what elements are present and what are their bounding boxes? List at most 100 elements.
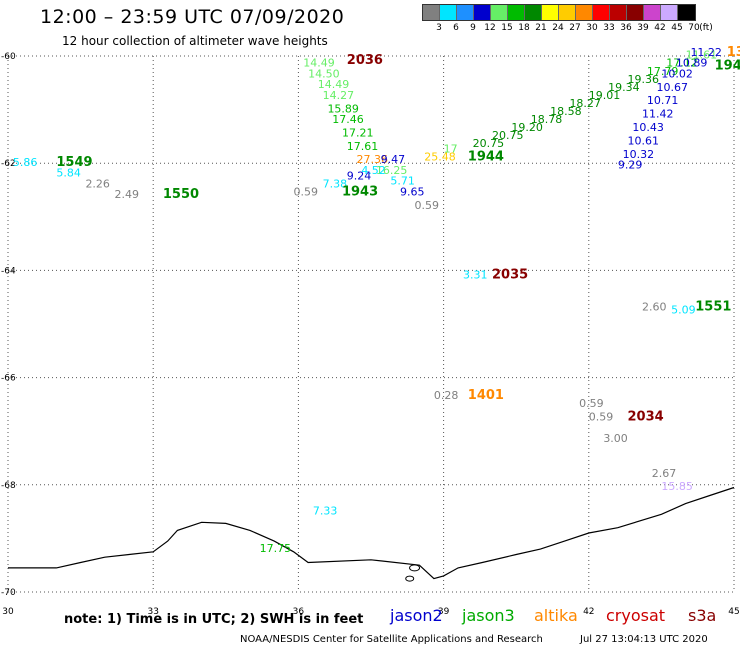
scale-swatch — [525, 5, 542, 20]
scale-label: 36 — [620, 23, 632, 33]
wave-height-value: 9.29 — [618, 159, 643, 172]
page-title: 12:00 – 23:59 UTC 07/09/2020 — [40, 6, 345, 28]
wave-height-value: 10.67 — [657, 81, 689, 94]
satellite-altika: altika — [534, 606, 578, 625]
wave-height-value: 10.02 — [661, 67, 693, 80]
wave-height-value: 17.21 — [342, 126, 374, 139]
scale-label: 30 — [586, 23, 598, 33]
wave-height-value: 9.24 — [347, 169, 372, 182]
wave-height-value: 10.89 — [676, 57, 708, 70]
pass-time-label: 2036 — [347, 53, 383, 68]
wave-height-value: 19.20 — [511, 121, 543, 134]
wave-height-value: 14.49 — [303, 57, 335, 70]
wave-height-value: 5.84 — [56, 167, 81, 180]
scale-label: 18 — [518, 23, 530, 33]
scale-label: 15 — [501, 23, 513, 33]
wave-height-value: 17.79 — [647, 65, 679, 78]
lon-tick-label: 33 — [147, 607, 158, 617]
scale-label: 12 — [484, 23, 496, 33]
island-outline — [405, 575, 415, 582]
wave-height-value: 10.32 — [623, 148, 655, 161]
wave-height-value: 18.58 — [550, 105, 582, 118]
lat-tick-label: -66 — [1, 374, 16, 384]
footer-credit: NOAA/NESDIS Center for Satellite Applica… — [240, 634, 543, 645]
scale-swatch — [542, 5, 559, 20]
wave-height-value: 17.75 — [260, 542, 292, 555]
color-scale-legend: 3 6 9 12 15 18 21 24 27 30 33 36 39 42 45 70 (ft) — [422, 4, 713, 33]
wave-height-value: 15.85 — [661, 480, 693, 493]
wave-height-value: 7.38 — [323, 177, 348, 190]
wave-height-value: 5.71 — [390, 175, 415, 188]
wave-height-value: 18.78 — [531, 113, 563, 126]
wave-height-value: 2.60 — [642, 301, 667, 314]
scale-swatch — [661, 5, 678, 20]
wave-height-value: 3.31 — [463, 268, 488, 281]
scale-swatch — [627, 5, 644, 20]
wave-height-value: 7.33 — [313, 504, 338, 517]
satellite-cryosat: cryosat — [606, 606, 666, 625]
wave-height-value: 0.28 — [434, 389, 459, 402]
lat-tick-label: -64 — [1, 266, 16, 276]
footer-timestamp: Jul 27 13:04:13 UTC 2020 — [580, 634, 708, 645]
wave-height-value: 0.59 — [294, 185, 319, 198]
wave-height-value: 2.26 — [85, 177, 110, 190]
wave-height-value: 0.59 — [415, 199, 440, 212]
page-subtitle: 12 hour collection of altimeter wave hei… — [62, 34, 328, 48]
wave-height-value: 14.50 — [308, 67, 340, 80]
pass-time-label: 1551 — [695, 300, 731, 315]
wave-height-value: 17.46 — [332, 113, 364, 126]
wave-height-value: 11.22 — [690, 46, 722, 59]
color-scale-labels: 3 6 9 12 15 18 21 24 27 30 33 36 39 42 45 70 (ft) — [422, 21, 713, 33]
wave-height-value: 15.89 — [327, 102, 359, 115]
wave-height-value: 17.12 — [666, 57, 698, 70]
scale-label: 24 — [552, 23, 564, 33]
wave-height-value: 10.61 — [628, 134, 660, 147]
scale-label: 9 — [470, 23, 476, 33]
island-outline — [409, 564, 421, 572]
scale-swatch — [576, 5, 593, 20]
pass-time-label: 1944 — [468, 150, 504, 165]
lon-tick-label: 39 — [438, 607, 450, 617]
wave-height-value: 14.27 — [323, 89, 355, 102]
wave-height-value: 11.42 — [642, 108, 674, 121]
wave-height-value: 20.75 — [492, 129, 524, 142]
wave-height-value: 0.59 — [589, 410, 614, 423]
wave-height-value: 19.34 — [608, 81, 640, 94]
scale-swatch — [678, 5, 695, 20]
wave-height-value: 14.49 — [318, 78, 350, 91]
wave-height-value: 4.52 — [361, 164, 386, 177]
wave-height-value: 17.61 — [347, 140, 379, 153]
scale-label: 6 — [453, 23, 459, 33]
wave-height-value: 5.86 — [13, 156, 38, 169]
lon-tick-label: 30 — [2, 607, 14, 617]
wave-height-value: 9.47 — [381, 153, 406, 166]
lon-tick-label: 42 — [583, 607, 594, 617]
wave-height-value: 17 — [444, 142, 458, 155]
lat-tick-label: -60 — [1, 52, 16, 62]
scale-swatch — [491, 5, 508, 20]
wave-height-value: 2.49 — [114, 188, 139, 201]
wave-height-value: 25.48 — [424, 151, 456, 164]
scale-swatch — [457, 5, 474, 20]
scale-label: 27 — [569, 23, 581, 33]
scale-swatch — [593, 5, 610, 20]
wave-height-value: 11.61 — [686, 49, 718, 62]
pass-time-label: 1943 — [342, 184, 378, 199]
scale-label: 45 — [671, 23, 683, 33]
wave-height-value: 0.59 — [579, 397, 604, 410]
satellite-s3a: s3a — [688, 606, 717, 625]
wave-height-value: 5.09 — [671, 303, 696, 316]
scale-swatch — [508, 5, 525, 20]
color-scale-swatches — [422, 4, 696, 21]
antarctic-coastline — [8, 486, 735, 580]
wave-height-value: 16.25 — [376, 164, 408, 177]
lat-tick-label: -70 — [1, 588, 16, 598]
pass-time-label: 2034 — [628, 409, 664, 424]
scale-unit: (ft) — [699, 23, 713, 33]
scale-label: 33 — [603, 23, 615, 33]
wave-height-value: 19.36 — [628, 73, 660, 86]
wave-height-value: 10.71 — [647, 94, 679, 107]
lon-tick-label: 45 — [728, 607, 739, 617]
scale-label: 39 — [637, 23, 649, 33]
